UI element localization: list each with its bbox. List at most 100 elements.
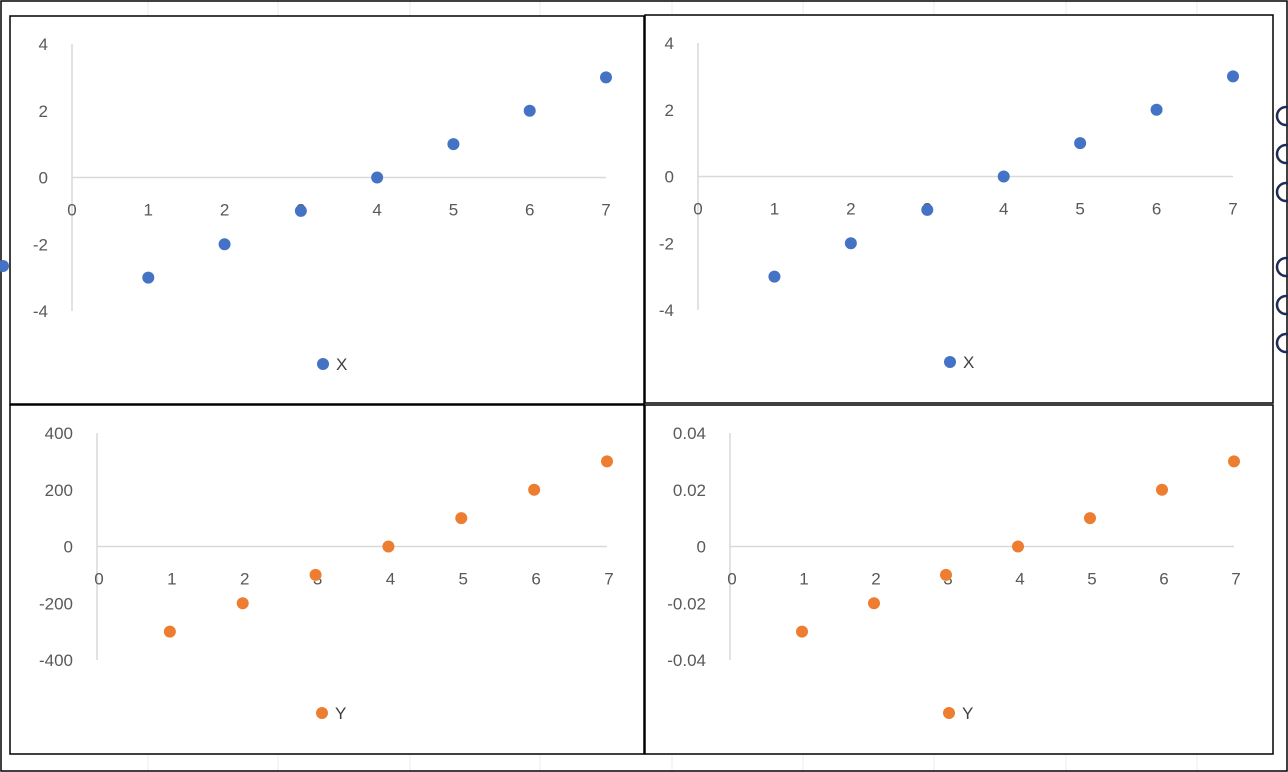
y-tick-label: -0.04 — [667, 651, 706, 670]
data-point[interactable] — [371, 171, 384, 184]
data-point[interactable] — [600, 71, 612, 84]
data-point[interactable] — [1156, 483, 1168, 496]
x-tick-label: 1 — [167, 570, 176, 589]
legend-label: Y — [962, 704, 973, 723]
data-point[interactable] — [523, 104, 536, 117]
data-point[interactable] — [1084, 512, 1096, 525]
data-point[interactable] — [528, 483, 541, 496]
edge-handle-marker — [1275, 181, 1288, 203]
data-point[interactable] — [163, 625, 176, 638]
chart-top-right[interactable]: 420-2-401234567X — [644, 14, 1274, 404]
x-tick-label: 6 — [531, 570, 540, 589]
legend-label: Y — [335, 704, 346, 723]
y-tick-label: 400 — [45, 424, 73, 443]
x-tick-label: 1 — [144, 201, 153, 220]
chart-area[interactable] — [9, 15, 645, 405]
x-tick-label: 2 — [240, 570, 249, 589]
y-tick-label: -2 — [33, 235, 48, 254]
y-tick-label: 4 — [39, 35, 48, 54]
x-tick-label: 0 — [727, 570, 736, 589]
data-point[interactable] — [218, 238, 231, 251]
edge-handle-marker — [1275, 332, 1288, 354]
edge-handle-marker — [1275, 105, 1288, 127]
x-tick-label: 5 — [459, 570, 468, 589]
x-tick-label: 7 — [601, 201, 610, 220]
data-point[interactable] — [1228, 455, 1240, 468]
x-tick-label: 0 — [693, 200, 702, 219]
edge-handle-marker — [1275, 294, 1288, 316]
x-tick-label: 0 — [67, 201, 76, 220]
x-tick-label: 7 — [1231, 570, 1240, 589]
data-point[interactable] — [1150, 103, 1163, 116]
y-tick-label: 0 — [64, 538, 73, 557]
x-tick-label: 7 — [604, 570, 613, 589]
data-point[interactable] — [997, 170, 1010, 183]
x-tick-label: 5 — [1087, 570, 1096, 589]
x-tick-label: 0 — [94, 570, 103, 589]
data-point[interactable] — [455, 512, 468, 525]
y-tick-label: -0.02 — [667, 594, 706, 613]
chart-bottom-right[interactable]: 0.040.020-0.02-0.0401234567Y — [644, 404, 1274, 755]
data-point[interactable] — [796, 625, 808, 638]
y-tick-label: -400 — [39, 651, 73, 670]
chart-area[interactable] — [644, 404, 1274, 755]
x-tick-label: 5 — [449, 201, 458, 220]
x-tick-label: 4 — [386, 570, 395, 589]
data-point[interactable] — [142, 271, 155, 284]
x-tick-label: 1 — [799, 570, 808, 589]
edge-partial-markers — [0, 105, 1288, 354]
chart-top-left[interactable]: 420-2-401234567X — [9, 15, 645, 405]
data-point[interactable] — [447, 138, 460, 151]
x-tick-label: 2 — [846, 200, 855, 219]
data-point[interactable] — [294, 204, 307, 217]
y-tick-label: 0 — [697, 538, 706, 557]
x-tick-label: 1 — [770, 200, 779, 219]
data-point[interactable] — [940, 568, 952, 581]
edge-point-marker — [0, 260, 9, 272]
y-tick-label: 0.02 — [673, 481, 706, 500]
x-tick-label: 6 — [1152, 200, 1161, 219]
x-tick-label: 6 — [1159, 570, 1168, 589]
chart-area[interactable] — [9, 404, 645, 755]
legend-marker — [316, 707, 328, 719]
y-tick-label: 0.04 — [673, 424, 706, 443]
y-tick-label: 4 — [665, 34, 674, 53]
edge-handle-marker — [1275, 143, 1288, 165]
y-tick-label: -200 — [39, 594, 73, 613]
chart-area[interactable] — [644, 14, 1274, 404]
legend-label: X — [963, 353, 974, 372]
data-point[interactable] — [382, 540, 395, 553]
data-point[interactable] — [1227, 70, 1239, 83]
y-tick-label: -2 — [659, 234, 674, 253]
y-tick-label: 0 — [39, 169, 48, 188]
x-tick-label: 2 — [871, 570, 880, 589]
x-tick-label: 4 — [999, 200, 1008, 219]
x-tick-label: 2 — [220, 201, 229, 220]
legend-marker — [944, 356, 956, 368]
y-tick-label: -4 — [659, 301, 674, 320]
data-point[interactable] — [601, 455, 613, 468]
legend-label: X — [336, 355, 347, 374]
data-point[interactable] — [868, 597, 880, 610]
x-tick-label: 4 — [1015, 570, 1024, 589]
data-point[interactable] — [309, 568, 322, 581]
x-tick-label: 6 — [525, 201, 534, 220]
data-point[interactable] — [844, 237, 857, 250]
data-point[interactable] — [1012, 540, 1024, 553]
data-point[interactable] — [236, 597, 249, 610]
y-tick-label: 200 — [45, 481, 73, 500]
y-tick-label: 2 — [665, 101, 674, 120]
data-point[interactable] — [921, 203, 934, 216]
x-tick-label: 5 — [1075, 200, 1084, 219]
y-tick-label: 0 — [665, 168, 674, 187]
data-point[interactable] — [1074, 137, 1087, 150]
legend-marker — [943, 707, 955, 719]
legend-marker — [317, 358, 329, 370]
data-point[interactable] — [768, 270, 781, 283]
x-tick-label: 4 — [372, 201, 381, 220]
edge-handle-marker — [1275, 256, 1288, 278]
y-tick-label: -4 — [33, 302, 48, 321]
